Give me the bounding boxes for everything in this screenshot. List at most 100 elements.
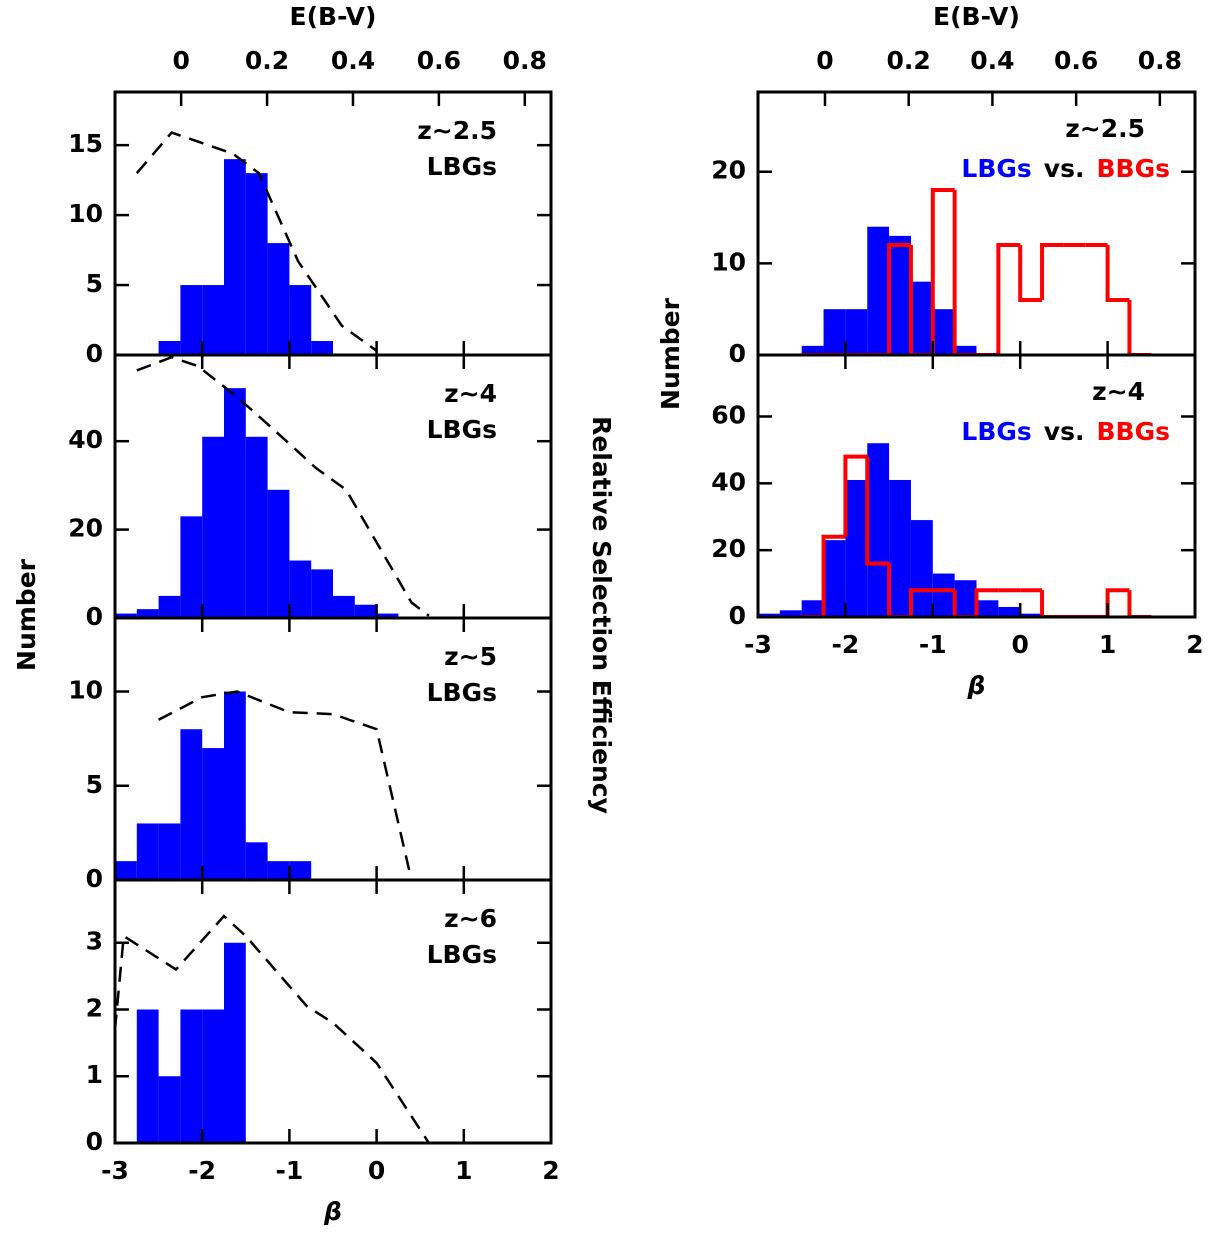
bar [289,560,312,618]
bar [224,942,246,1143]
step-bin [952,590,977,617]
bar [289,861,312,880]
bar [158,1076,181,1143]
bar [180,1009,203,1143]
x-tick-label: -3 [101,1156,129,1185]
legend-entry: LBGs [961,154,1031,183]
x2-tick-label: 0.4 [970,46,1014,75]
plot-area [135,131,378,355]
bar [115,613,137,618]
y2-axis-label: Relative Selection Efficiency [587,416,616,814]
step-bin [908,245,933,355]
bar [202,285,224,355]
step-bin [908,588,933,617]
y-tick-label: 60 [711,400,746,429]
bar [224,388,246,618]
bar [180,729,203,880]
annotation: z~2.5 [1065,114,1145,143]
x-axis-label: β [323,1197,342,1226]
bar [158,341,181,355]
x2-tick-label: 0 [172,46,189,75]
x2-tick-label: 0.8 [1138,46,1182,75]
bar [267,861,290,880]
bar [823,309,846,355]
annotation: z~4 [444,379,497,408]
y-tick-label: 10 [68,676,103,705]
x2-tick-label: 0 [816,46,833,75]
bar [932,309,955,355]
x2-tick-label: 0.2 [245,46,289,75]
step-bin [1040,243,1064,301]
plot-area [115,355,430,618]
y-tick-label: 0 [86,602,103,631]
x-tick-label: 1 [1099,630,1116,659]
legend-entry: BBGs [1096,417,1170,446]
bar [245,173,268,355]
y-tick-label: 20 [711,156,746,185]
bar [954,580,977,617]
y-tick-label: 0 [86,1127,103,1156]
y-tick-label: 40 [711,467,746,496]
annotation: z~4 [1092,377,1145,406]
x-tick-label: -2 [188,1156,216,1185]
y-tick-label: 40 [68,425,103,454]
bar [932,573,955,617]
bar [136,823,159,880]
bar [202,1009,224,1143]
bar [801,600,824,617]
bar [245,842,268,880]
x-tick-label: 1 [455,1156,472,1185]
legend-entry: LBGs [427,152,497,181]
y-tick-label: 0 [86,864,103,893]
x2-tick-label: 0.2 [887,46,931,75]
bar [910,281,933,355]
step-bin [821,534,846,617]
bar [202,436,224,618]
step-bin [974,588,999,617]
step-bin [1105,588,1130,617]
bar [845,479,868,617]
step-bin [843,454,868,537]
plot-area [115,914,430,1143]
bar [136,609,159,618]
x-tick-label: 0 [368,1156,385,1185]
bar [245,436,268,618]
step-bin [996,243,1021,355]
bar [889,479,911,617]
annotation: z~2.5 [417,116,497,145]
step-bin [1127,590,1152,617]
y-tick-label: 0 [86,339,103,368]
efficiency-line [135,131,378,352]
legend-entry: LBGs [427,415,497,444]
y-tick-label: 5 [86,770,103,799]
bar [224,159,246,355]
bar [910,520,933,617]
x-axis-label: β [967,671,986,700]
y-tick-label: 15 [68,129,103,158]
bar [998,606,1021,617]
step-bin [952,190,977,355]
x-tick-label: -1 [919,630,947,659]
x2-tick-label: 0.6 [417,46,461,75]
y-tick-label: 20 [68,514,103,543]
bar [758,613,780,617]
y-tick-label: 1 [86,1060,103,1089]
y-tick-label: 10 [711,247,746,276]
bar [376,613,399,618]
bar [311,341,333,355]
y-axis-label: Number [12,558,41,671]
y-tick-label: 2 [86,993,103,1022]
bar [267,489,290,618]
x2-tick-label: 0.8 [503,46,547,75]
bar [976,600,999,617]
step-bin [1105,245,1130,303]
bar [115,861,137,880]
y-tick-label: 0 [729,601,746,630]
y-tick-label: 5 [86,269,103,298]
bar [180,285,203,355]
x-tick-label: -1 [276,1156,304,1185]
step-bin [1018,245,1043,303]
x2-axis-label: E(B-V) [933,2,1020,31]
legend-separator: vs. [1044,154,1085,183]
